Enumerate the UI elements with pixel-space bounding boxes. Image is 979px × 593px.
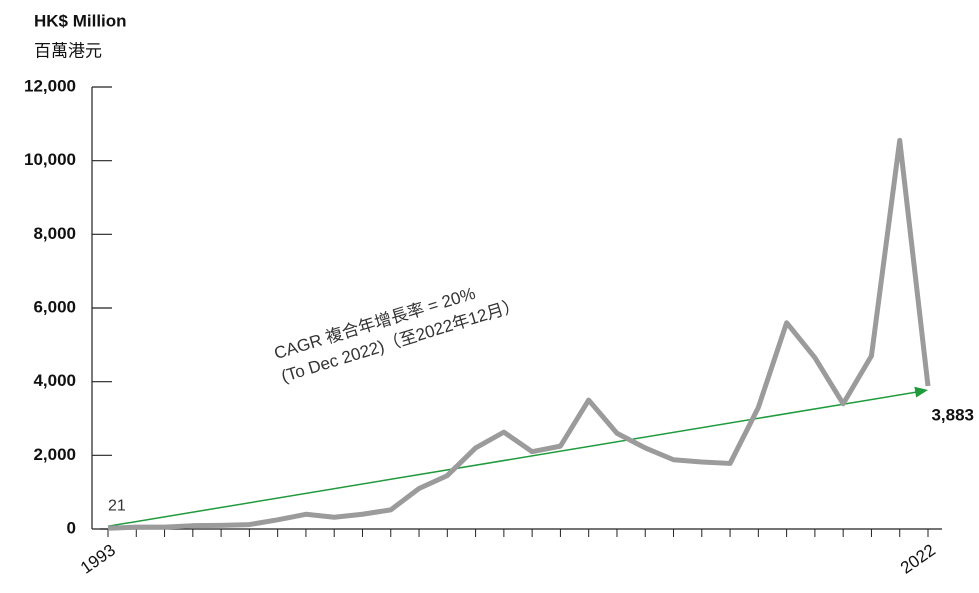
- x-tick-label: 1993: [77, 540, 119, 577]
- data-label: 21: [108, 497, 126, 514]
- y-tick-label: 10,000: [24, 150, 76, 169]
- y-axis-title: HK$ Million: [34, 11, 127, 30]
- data-label: 3,883: [931, 405, 974, 424]
- y-tick-label: 2,000: [33, 445, 76, 464]
- y-tick-label: 6,000: [33, 297, 76, 316]
- series-line: [107, 137, 931, 531]
- y-tick-label: 12,000: [24, 76, 76, 95]
- y-axis-subtitle: 百萬港元: [34, 41, 102, 60]
- trend-arrowhead: [914, 386, 928, 398]
- trend-line: [107, 390, 921, 527]
- y-tick-label: 4,000: [33, 371, 76, 390]
- y-tick-label: 8,000: [33, 224, 76, 243]
- x-tick-label: 2022: [897, 540, 939, 577]
- annotation: CAGR 複合年增長率 = 20% (To Dec 2022)（至2022年12…: [272, 284, 522, 386]
- y-tick-label: 0: [67, 518, 76, 537]
